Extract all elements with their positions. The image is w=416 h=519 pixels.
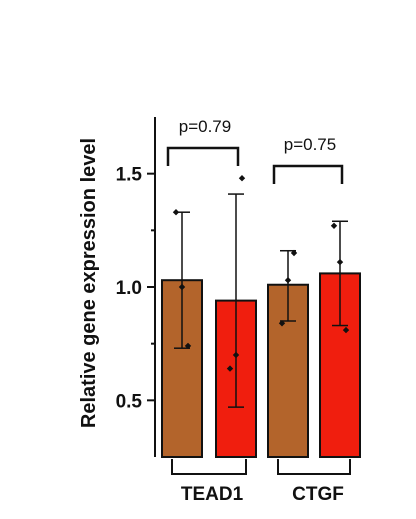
y-axis-title: Relative gene expression level <box>78 138 100 428</box>
data-point <box>226 365 234 372</box>
significance-bracket <box>272 164 344 184</box>
y-tick-label: 0.5 <box>116 391 143 412</box>
group-bracket <box>171 459 247 475</box>
p-value-label: p=0.79 <box>179 117 231 136</box>
data-point <box>178 283 186 291</box>
plot-area: 0.5 1.0 1.5 p=0.79 TEAD1 p=0.75 CTGF <box>116 117 361 505</box>
group-label-ctgf: CTGF <box>292 484 344 505</box>
data-point <box>284 277 292 284</box>
significance-bracket <box>166 146 240 166</box>
p-value-label: p=0.75 <box>284 135 336 154</box>
data-point <box>278 320 286 327</box>
data-point <box>290 249 298 257</box>
group-label-tead1: TEAD1 <box>181 484 244 505</box>
data-point <box>336 258 344 266</box>
group-bracket <box>277 459 351 475</box>
data-point <box>342 326 350 334</box>
data-point <box>238 175 246 182</box>
y-tick-label: 1.5 <box>116 165 143 186</box>
y-tick-label: 1.0 <box>116 278 142 299</box>
data-point <box>330 222 338 229</box>
data-point <box>232 351 240 359</box>
data-point <box>184 342 192 350</box>
data-point <box>172 209 180 216</box>
